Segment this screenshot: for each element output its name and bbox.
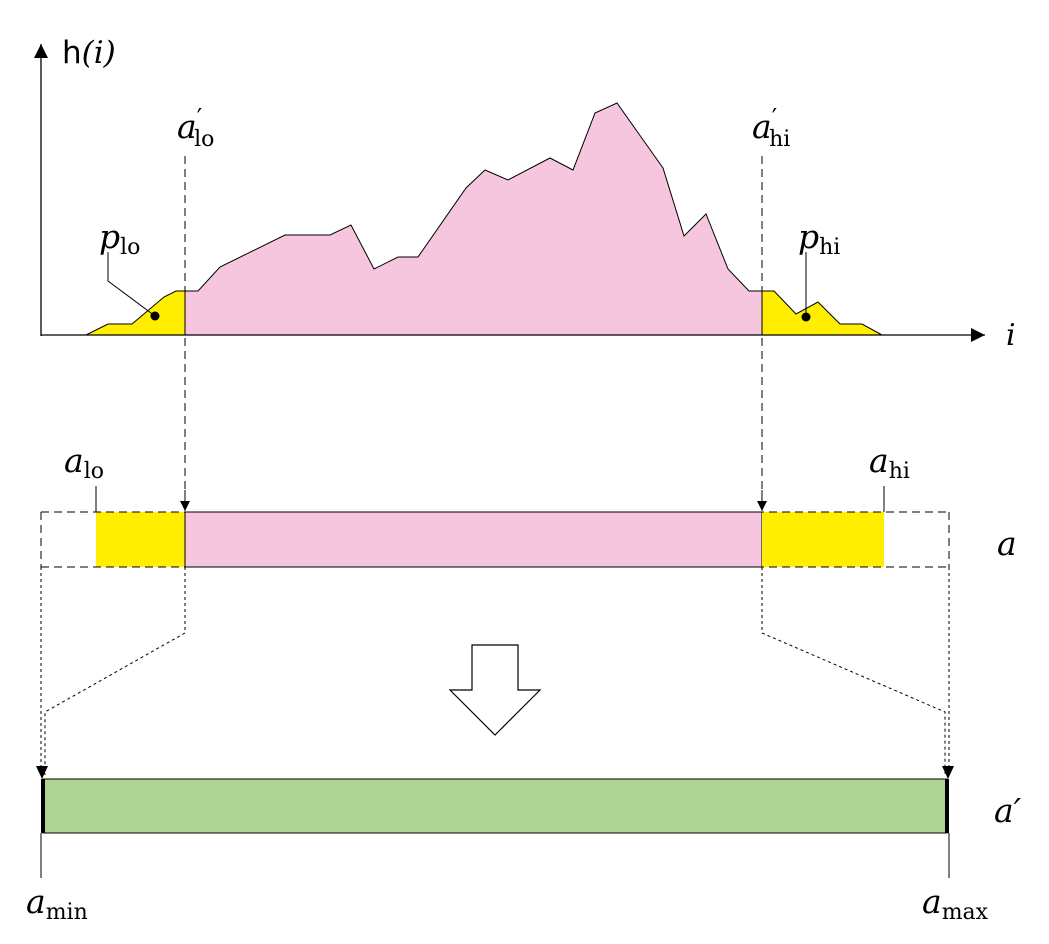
histogram-high-tail [761,290,883,336]
mapping-line-right-inner [761,567,946,775]
range-bar-a-high-tail [762,512,884,567]
range-bar-a-label: a [997,524,1017,563]
a-hi-label: ahi [869,441,910,484]
a-max-label: amax [922,882,989,925]
mapping-arrowhead-left [36,766,48,779]
a-lo-label: alo [64,441,104,484]
p-lo-point [150,311,160,321]
p-lo-label: plo [99,217,140,260]
x-axis-label: i [1006,318,1016,353]
mapping-line-left-inner [44,567,186,775]
a-lo-prime-label: a′ lo [177,104,214,152]
output-bar-a-prime [42,778,948,834]
range-bar-a-main [184,511,763,568]
range-bar-a-low-tail [96,512,185,567]
p-hi-label: phi [798,217,840,260]
histogram-main-region [184,102,763,336]
p-lo-leader [107,252,156,317]
mapping-lines [40,567,950,775]
range-bar-a [40,511,950,568]
histogram [85,102,883,336]
a-min-label: amin [26,882,88,925]
mapping-arrowhead-right [942,766,954,779]
p-hi-point [801,312,811,322]
output-bar-a-prime-label: a′ [994,791,1022,830]
y-axis-label: h(i) [62,35,116,71]
histogram-low-tail [85,290,186,336]
transform-down-arrow-icon [448,644,542,736]
a-hi-prime-label: a′ hi [752,104,790,152]
